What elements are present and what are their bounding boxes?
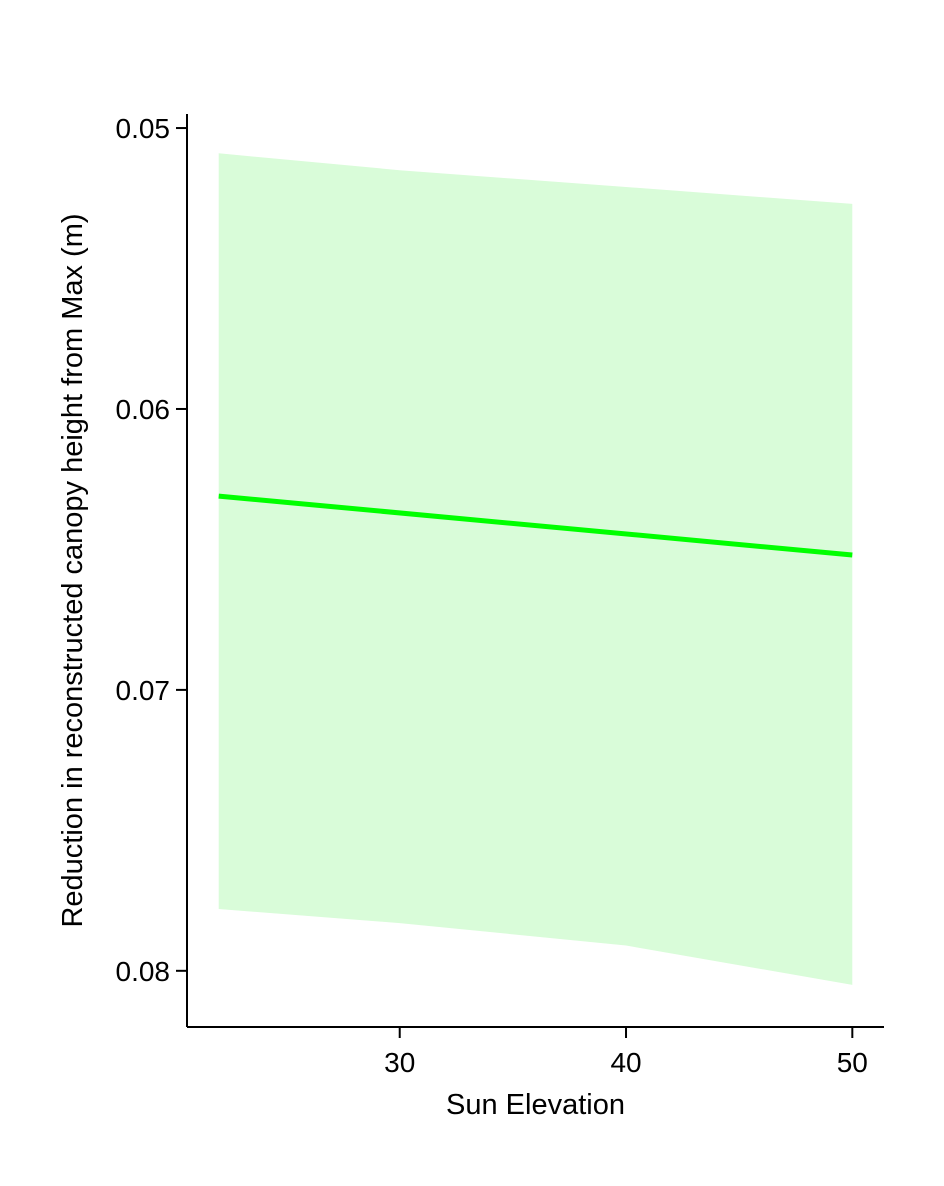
- x-tick-label: 50: [837, 1047, 868, 1078]
- y-tick-label: 0.08: [116, 956, 171, 987]
- x-tick-label: 40: [610, 1047, 641, 1078]
- y-tick-label: 0.07: [116, 675, 171, 706]
- confidence-band: [218, 153, 853, 985]
- y-axis-ticks: 0.05 0.06 0.07 0.08: [116, 113, 187, 987]
- y-tick-label: 0.05: [116, 113, 171, 144]
- plot-area: [218, 153, 853, 985]
- y-tick-label: 0.06: [116, 394, 171, 425]
- axes: 30 40 50 0.05 0.06 0.07 0.08: [116, 113, 884, 1078]
- x-tick-label: 30: [384, 1047, 415, 1078]
- y-axis-title: Reduction in reconstructed canopy height…: [57, 213, 89, 927]
- x-axis-ticks: 30 40 50: [384, 1027, 868, 1078]
- fitted-line: [218, 493, 853, 558]
- x-axis-title: Sun Elevation: [446, 1089, 625, 1121]
